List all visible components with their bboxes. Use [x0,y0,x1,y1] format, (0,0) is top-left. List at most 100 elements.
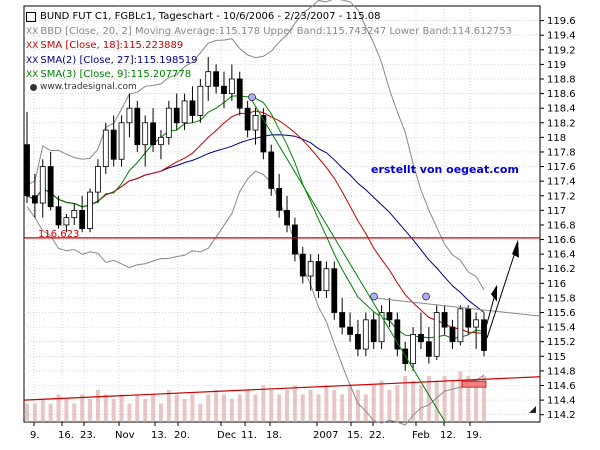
watermark: www.tradesignal.com [30,82,137,92]
y-tick-label: 118.8 [547,74,576,85]
candle-body [268,151,275,189]
level-label: 116.623 [38,229,80,240]
anchor-marker [248,93,256,102]
volume-bar [277,394,282,422]
y-tick-label: 118.4 [547,104,576,115]
volume-bar [292,385,297,422]
anchor-marker [370,292,378,301]
legend-item-bbd[interactable]: XX BBD [Close, 20, 2] Moving Average:115… [26,25,512,40]
legend-marker: XX [26,26,39,37]
candle-body [79,209,86,229]
volume-bar [355,389,360,422]
volume-bar [466,376,471,422]
candle-body [449,326,456,343]
candle-body [47,166,54,208]
volume-bar [395,385,400,422]
trendline-green [249,96,446,423]
candle-body [418,334,424,343]
candle-body [244,107,251,131]
x-tick-label: 19. [466,430,482,441]
watermark-icon [30,83,37,91]
projection-arrowhead [512,239,519,258]
candle-body [260,115,267,153]
candle-body [39,166,46,204]
candle-body [370,319,377,343]
y-tick-label: 115.4 [547,323,576,334]
volume-bar [182,399,187,422]
volume-bar [426,376,431,422]
volume-bar [285,389,290,422]
x-tick-label: 20. [174,430,190,441]
watermark-text: www.tradesignal.com [40,82,137,92]
y-tick-label: 114.8 [547,366,576,377]
volume-bar [40,399,45,422]
candle-body [433,312,440,357]
candle-body [339,312,346,328]
candle-body [87,191,93,229]
x-tick-label: 15. [347,430,363,441]
volume-bar [253,394,258,422]
x-tick-label: Feb [412,430,430,441]
candle-body [110,129,117,160]
y-tick-label: 115 [547,352,566,363]
volume-bar [166,389,171,422]
x-tick-label: Nov [115,430,135,441]
price-marker [461,380,487,388]
volume-bar [324,385,329,422]
bollinger-lower-band [26,170,485,426]
author-annotation: erstellt von oegeat.com [371,163,519,176]
x-tick-label: 9. [30,430,40,441]
candle-body [221,85,227,94]
resize-corner-icon[interactable] [529,406,536,413]
legend-item-sma18[interactable]: XX SMA [Close, 18]:115.223889 [26,39,512,54]
volume-bar [72,403,77,422]
x-tick-label: 2007 [313,430,338,441]
volume-bar [237,394,242,422]
candle-body [31,195,38,204]
volume-bar [245,389,250,422]
y-tick-label: 116.4 [547,250,576,261]
candle-body [386,312,393,321]
volume-bar [442,376,447,422]
y-tick-label: 114.4 [547,396,576,407]
volume-bar [127,403,132,422]
candle-body [165,107,172,138]
candle-body [394,319,401,350]
y-tick-label: 116 [547,279,566,290]
candle-body [323,268,330,292]
candle-body [378,312,385,343]
y-tick-label: 115.8 [547,293,576,304]
y-tick-label: 116.6 [547,235,576,246]
volume-bar [411,380,416,422]
volume-bar [458,371,463,422]
y-tick-label: 119.2 [547,45,576,56]
volume-bar [363,394,368,422]
y-tick-label: 117.2 [547,191,576,202]
candle-body [473,319,480,328]
legend-marker: XX [26,55,39,66]
chart-title-icon [26,12,36,23]
legend-marker: XX [26,70,39,80]
chart-title: BUND FUT C1, FGBLc1, Tageschart - 10/6/2… [40,11,381,22]
y-tick-label: 118 [547,133,566,144]
volume-bar [418,385,423,422]
candle-body [252,115,259,131]
y-tick-label: 117 [547,206,566,217]
y-tick-label: 115.6 [547,308,576,319]
legend-item-sma9[interactable]: XX SMA(3) [Close, 9]:115.207778 [26,68,512,83]
volume-bar [332,389,337,422]
legend-item-sma27[interactable]: XX SMA(2) [Close, 27]:115.198519 [26,54,512,69]
volume-bar [379,380,384,422]
volume-bar [88,399,93,422]
x-tick-label: 12. [440,430,456,441]
candle-body [410,334,416,365]
x-tick-label: 11. [241,430,257,441]
volume-bar [434,380,439,422]
volume-bar [32,403,37,422]
y-tick-label: 114.6 [547,381,576,392]
candle-body [307,261,314,277]
y-tick-label: 118.6 [547,89,576,100]
volume-bar [174,394,179,422]
volume-bar [135,394,140,422]
